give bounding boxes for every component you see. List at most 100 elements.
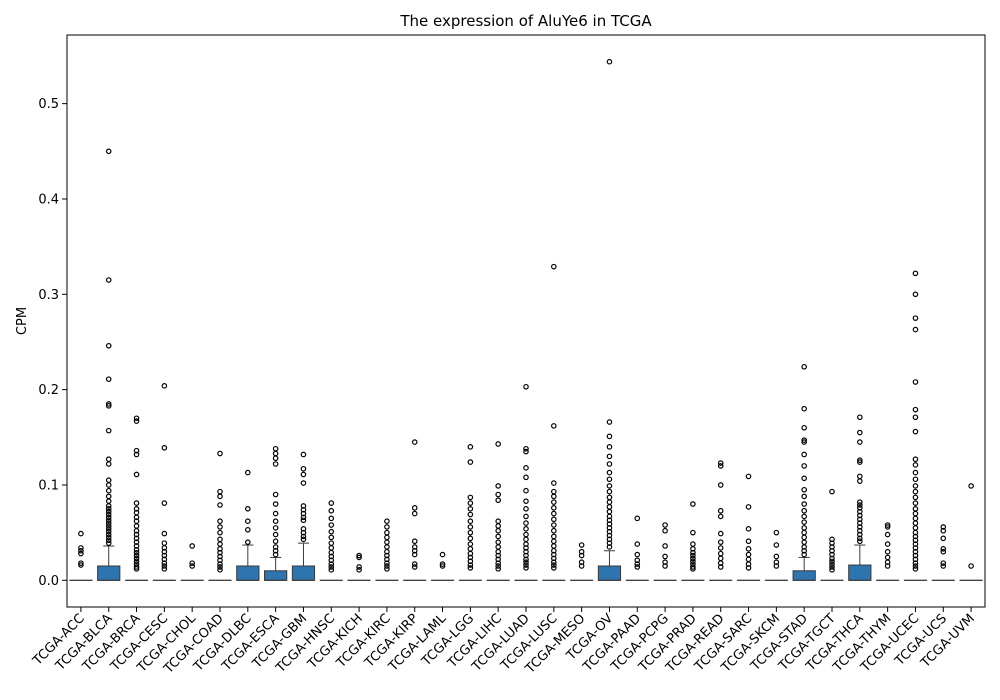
outlier-point <box>745 546 752 552</box>
outlier-point <box>495 497 501 504</box>
plot-area: 0.00.10.20.30.40.5TCGA-ACCTCGA-BLCATCGA-… <box>30 58 983 677</box>
outlier-point <box>717 460 724 466</box>
outlier-point <box>606 444 613 450</box>
outlier-point <box>105 487 112 494</box>
outlier-point <box>801 529 807 536</box>
outlier-point <box>105 376 112 382</box>
outlier-point <box>105 456 112 463</box>
outlier-point <box>105 537 112 544</box>
outlier-point <box>217 502 223 508</box>
outlier-point <box>801 451 807 458</box>
outlier-point <box>217 536 223 543</box>
outlier-point <box>551 488 557 495</box>
box-tcga-ov <box>597 565 622 581</box>
outlier-point <box>105 401 112 407</box>
outlier-point <box>105 514 112 521</box>
outlier-point <box>439 551 446 558</box>
outlier-point <box>411 564 418 570</box>
outlier-point <box>217 450 223 457</box>
outlier-point <box>884 554 891 561</box>
outlier-point <box>606 488 613 495</box>
outlier-point <box>78 545 84 551</box>
outlier-point <box>495 544 501 550</box>
outlier-point <box>523 506 529 512</box>
outlier-point <box>161 563 168 569</box>
outlier-point <box>105 427 112 434</box>
outlier-point <box>217 564 223 570</box>
outlier-point <box>467 524 474 530</box>
outlier-point <box>300 517 307 524</box>
plot-frame <box>66 34 986 608</box>
outlier-point <box>801 507 807 514</box>
outlier-point <box>328 561 335 567</box>
outlier-point <box>773 553 780 560</box>
outlier-point <box>161 540 168 546</box>
outlier-point <box>940 527 947 534</box>
outlier-point <box>467 562 474 568</box>
outlier-point <box>523 487 529 494</box>
outlier-point <box>217 567 223 573</box>
outlier-point <box>161 383 168 389</box>
outlier-point <box>717 482 724 488</box>
outlier-point <box>328 545 335 551</box>
outlier-point <box>912 476 919 483</box>
outlier-point <box>912 506 919 512</box>
outlier-point <box>717 539 724 545</box>
outlier-point <box>133 500 140 506</box>
outlier-point <box>857 478 863 484</box>
outlier-point <box>245 539 251 545</box>
outlier-point <box>495 527 501 534</box>
outlier-point <box>912 326 919 333</box>
outlier-point <box>495 483 501 489</box>
outlier-point <box>523 498 529 504</box>
outlier-point <box>606 476 613 483</box>
outlier-point <box>606 508 613 515</box>
outlier-point <box>328 507 335 514</box>
outlier-point <box>356 567 362 573</box>
outlier-point <box>133 555 140 562</box>
outlier-point <box>328 522 335 528</box>
outlier-point <box>801 363 807 370</box>
outlier-point <box>217 488 223 495</box>
outlier-point <box>857 429 863 436</box>
outlier-point <box>272 461 279 467</box>
outlier-point <box>912 515 919 522</box>
outlier-point <box>801 463 807 469</box>
outlier-point <box>133 415 140 422</box>
outlier-point <box>272 551 279 558</box>
outlier-point <box>523 520 529 526</box>
outlier-point <box>78 562 84 568</box>
outlier-point <box>940 563 947 569</box>
outlier-point <box>801 525 807 531</box>
outlier-point <box>328 540 335 546</box>
outlier-point <box>912 510 919 517</box>
outlier-point <box>523 536 529 543</box>
outlier-point <box>133 471 140 478</box>
outlier-point <box>801 424 807 431</box>
y-axis-label: CPM <box>15 307 30 335</box>
outlier-point <box>245 526 251 533</box>
outlier-point <box>495 566 501 572</box>
outlier-point <box>912 500 919 506</box>
outlier-point <box>551 263 557 270</box>
outlier-point <box>940 548 947 555</box>
outlier-point <box>523 565 529 571</box>
outlier-point <box>912 270 919 277</box>
outlier-point <box>884 522 891 528</box>
outlier-point <box>495 523 501 529</box>
outlier-point <box>857 499 863 505</box>
outlier-point <box>467 546 474 552</box>
outlier-point <box>912 483 919 489</box>
outlier-point <box>217 529 223 536</box>
outlier-point <box>272 518 279 525</box>
outlier-point <box>662 553 668 560</box>
outlier-point <box>133 451 140 458</box>
outlier-point <box>634 561 641 567</box>
outlier-point <box>105 540 112 546</box>
outlier-point <box>801 513 807 520</box>
outlier-point <box>801 551 807 558</box>
outlier-point <box>857 414 863 421</box>
outlier-point <box>105 508 112 515</box>
outlier-point <box>690 558 696 565</box>
outlier-point <box>467 565 474 571</box>
